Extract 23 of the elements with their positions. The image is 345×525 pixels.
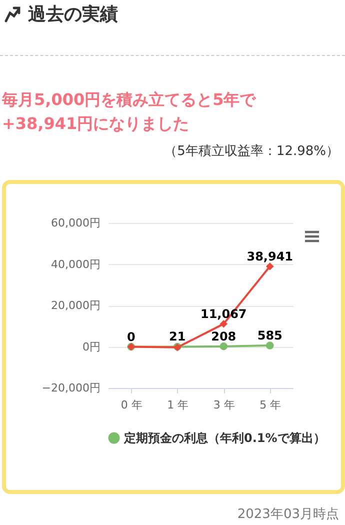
chart-title: 過去の実績 <box>28 3 118 26</box>
text: （5年積立収益率：12.98%） <box>164 143 339 160</box>
x-tick-label: 3 年 <box>213 398 235 412</box>
point <box>266 262 274 270</box>
text: 2023年03月時点 <box>237 506 339 523</box>
chart-subtitle: 毎月5,000円を積み立てると5年で+38,941円になりました <box>2 89 258 135</box>
x-tick-label: 0 年 <box>120 398 142 412</box>
point <box>266 342 274 350</box>
y-tick-label: 60,000円 <box>51 216 100 230</box>
y-tick-label: 0円 <box>82 340 100 354</box>
y-tick-label: 20,000円 <box>51 299 100 312</box>
data-label: 38,941 <box>246 249 294 264</box>
x-tick-label: 1 年 <box>167 398 189 412</box>
data-label: 585 <box>257 328 282 343</box>
y-tick-label: 40,000円 <box>51 258 100 271</box>
data-label: 0 <box>126 330 136 344</box>
x-tick-label: 5 年 <box>260 398 282 412</box>
point <box>220 342 228 350</box>
y-tick-label: −20,000円 <box>42 382 100 394</box>
data-label: 21 <box>169 330 186 344</box>
data-label: 208 <box>211 329 236 344</box>
point <box>220 320 228 328</box>
legend-label: 定期預金の利息（年利0.1%で算出） <box>123 431 326 445</box>
